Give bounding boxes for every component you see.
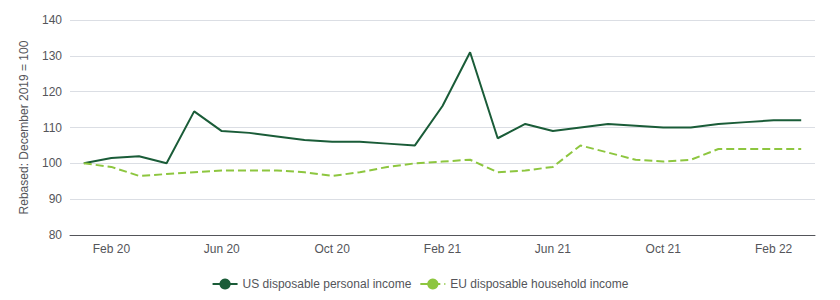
svg-text:Feb 22: Feb 22 bbox=[755, 242, 793, 256]
svg-text:US disposable personal income: US disposable personal income bbox=[243, 277, 412, 291]
svg-text:Feb 21: Feb 21 bbox=[424, 242, 462, 256]
svg-text:90: 90 bbox=[49, 192, 63, 206]
svg-text:110: 110 bbox=[43, 121, 62, 135]
svg-text:Oct 21: Oct 21 bbox=[646, 242, 682, 256]
svg-text:Jun 20: Jun 20 bbox=[204, 242, 240, 256]
svg-text:Rebased: December 2019 = 100: Rebased: December 2019 = 100 bbox=[17, 40, 31, 214]
svg-text:80: 80 bbox=[49, 228, 63, 242]
svg-text:EU disposable household income: EU disposable household income bbox=[450, 277, 628, 291]
svg-text:100: 100 bbox=[42, 156, 62, 170]
svg-text:Jun 21: Jun 21 bbox=[535, 242, 571, 256]
svg-text:140: 140 bbox=[42, 13, 62, 27]
svg-text:120: 120 bbox=[42, 85, 62, 99]
svg-text:Feb 20: Feb 20 bbox=[93, 242, 131, 256]
svg-text:Oct 20: Oct 20 bbox=[314, 242, 350, 256]
svg-text:130: 130 bbox=[42, 49, 62, 63]
